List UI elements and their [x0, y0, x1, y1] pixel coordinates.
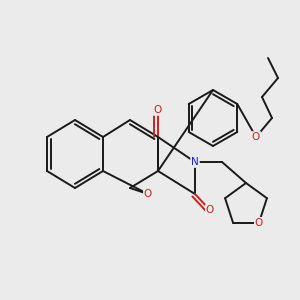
Text: O: O — [252, 132, 260, 142]
Text: O: O — [255, 218, 263, 228]
Text: N: N — [191, 157, 199, 167]
Text: O: O — [206, 205, 214, 215]
Text: O: O — [144, 189, 152, 199]
Text: O: O — [154, 105, 162, 115]
